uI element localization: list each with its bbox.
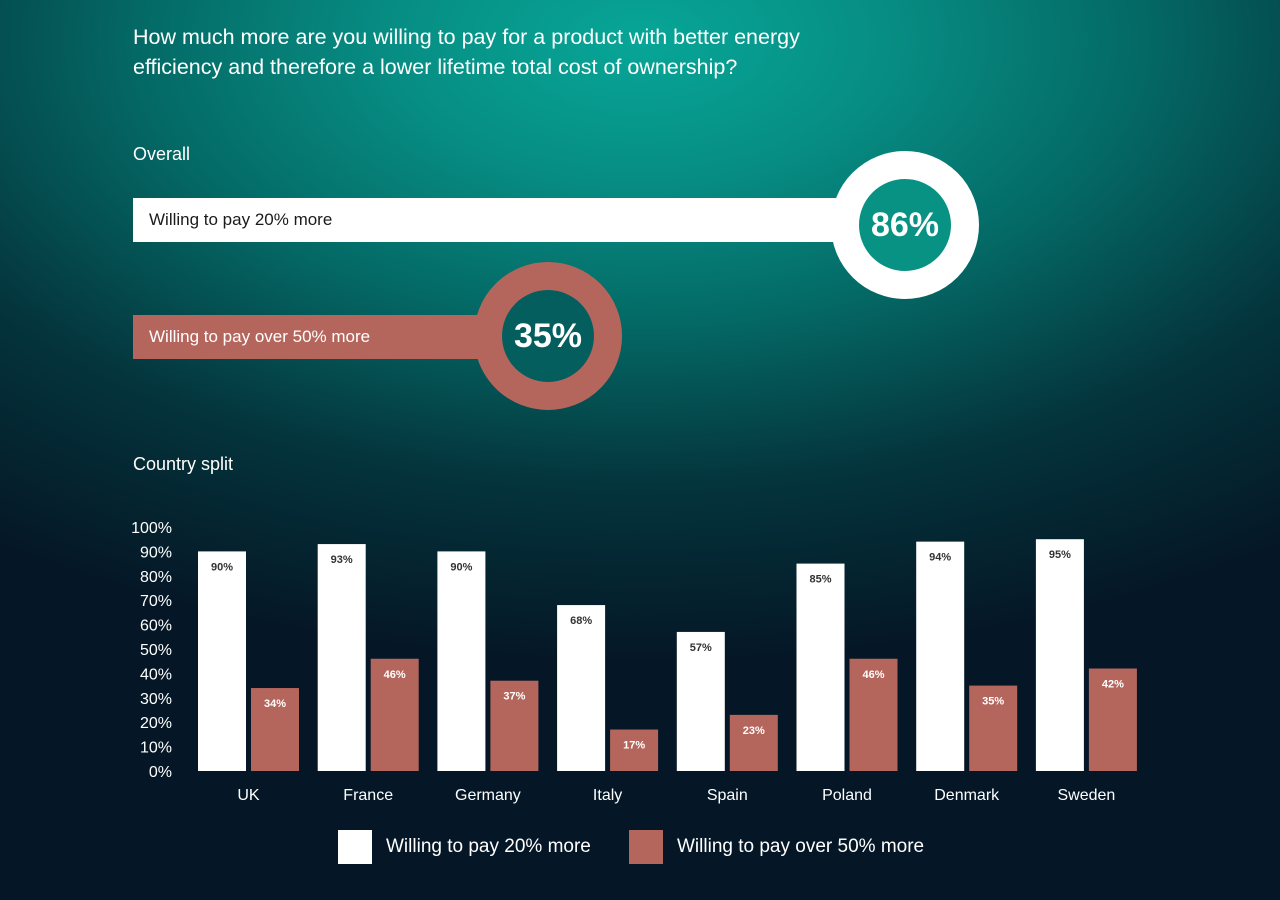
x-category-label: Denmark [934, 787, 1000, 804]
bar-value-label: 90% [211, 561, 233, 573]
bar-value-label: 42% [1102, 679, 1124, 691]
bar-value-label: 35% [982, 696, 1004, 708]
bar-denmark-20-percent [916, 541, 965, 771]
x-category-label: France [343, 787, 393, 804]
overall-bar-20-label: Willing to pay 20% more [149, 210, 333, 229]
x-category-label: UK [237, 787, 260, 804]
bar-denmark-50-percent [969, 685, 1018, 771]
bar-value-label: 93% [331, 554, 353, 566]
bar-sweden-50-percent [1088, 668, 1137, 771]
question-title: How much more are you willing to pay for… [133, 25, 800, 79]
bar-france-50-percent [370, 658, 419, 771]
bar-spain-50-percent [729, 714, 778, 771]
y-tick-label: 50% [140, 642, 172, 659]
y-tick-label: 90% [140, 544, 172, 561]
y-tick-label: 100% [131, 520, 172, 537]
bar-value-label: 95% [1049, 549, 1071, 561]
bar-sweden-20-percent [1035, 539, 1084, 771]
bar-uk-20-percent [198, 551, 246, 771]
legend-item-50-percent: Willing to pay over 50% more [629, 830, 924, 864]
bar-value-label: 37% [503, 691, 525, 703]
y-tick-label: 60% [140, 618, 172, 635]
bar-value-label: 90% [450, 561, 472, 573]
bar-spain-20-percent [676, 631, 725, 771]
y-tick-label: 80% [140, 569, 172, 586]
bar-germany-20-percent [437, 551, 486, 771]
bar-value-label: 23% [743, 725, 765, 737]
bar-value-label: 85% [809, 574, 831, 586]
x-category-label: Sweden [1057, 787, 1115, 804]
legend-label-50-percent: Willing to pay over 50% more [677, 836, 925, 857]
x-category-label: Spain [707, 787, 748, 804]
country-section-title: Country split [133, 454, 234, 474]
overall-section-title: Overall [133, 144, 191, 164]
bar-poland-20-percent [796, 563, 845, 771]
x-category-label: Italy [593, 787, 622, 804]
bar-value-label: 94% [929, 552, 951, 564]
legend-swatch-red [629, 830, 663, 864]
overall-bar-50-label: Willing to pay over 50% more [149, 327, 371, 346]
y-tick-label: 70% [140, 593, 172, 610]
bar-germany-50-percent [490, 680, 539, 771]
y-tick-label: 20% [140, 715, 172, 732]
overall-ring-50-percent: 35% [474, 262, 622, 410]
x-category-label: Germany [455, 787, 521, 804]
x-category-label: Poland [822, 787, 872, 804]
y-tick-label: 0% [149, 764, 172, 781]
overall-bar-50-percent: Willing to pay over 50% more [133, 315, 523, 359]
bar-value-label: 17% [623, 740, 645, 752]
y-tick-label: 30% [140, 691, 172, 708]
legend-item-20-percent: Willing to pay 20% more [338, 830, 591, 864]
overall-ring-50-value: 35% [513, 316, 583, 355]
overall-ring-20-percent: 86% [831, 151, 979, 299]
bar-value-label: 34% [264, 698, 286, 710]
y-tick-label: 40% [140, 666, 172, 683]
bar-uk-50-percent [251, 688, 299, 771]
bar-value-label: 46% [862, 669, 884, 681]
y-tick-label: 10% [140, 740, 172, 757]
legend-label-20-percent: Willing to pay 20% more [386, 836, 591, 857]
bar-value-label: 57% [690, 642, 712, 654]
overall-ring-20-value: 86% [870, 205, 940, 244]
bar-italy-50-percent [610, 729, 659, 771]
bar-france-20-percent [317, 544, 366, 771]
country-bar-chart: 0% 10% 20% 30% 40% 50% 60% 70% 80% 90% 100% 90% 34% U… [131, 520, 1137, 804]
bar-value-label: 68% [570, 615, 592, 627]
bar-value-label: 46% [384, 669, 406, 681]
bar-poland-50-percent [849, 658, 898, 771]
overall-bar-20-percent: Willing to pay 20% more [133, 198, 873, 242]
bar-italy-20-percent [557, 605, 606, 771]
legend-swatch-white [338, 830, 372, 864]
